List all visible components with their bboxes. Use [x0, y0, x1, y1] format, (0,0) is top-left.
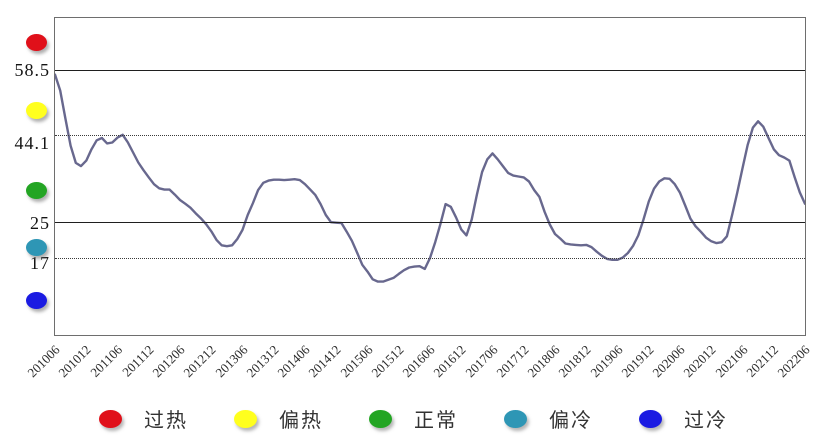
zone-dot-3	[26, 182, 47, 199]
x-tick-label: 201612	[430, 342, 469, 381]
x-tick-label: 201906	[586, 342, 626, 381]
legend-item: 偏冷	[504, 404, 593, 433]
x-tick-label: 201312	[243, 342, 282, 381]
legend-label: 正常	[414, 410, 458, 432]
legend-dot	[234, 409, 257, 428]
x-tick-label: 201606	[399, 342, 438, 381]
x-tick-label: 201006	[24, 342, 63, 381]
x-tick-label: 201706	[461, 342, 501, 381]
zone-dot-4	[26, 239, 47, 256]
gridline-17	[55, 258, 805, 259]
legend-item: 过冷	[639, 404, 728, 433]
x-tick-label: 201106	[87, 342, 126, 380]
x-tick-label: 201206	[149, 342, 188, 381]
gridline-25	[55, 221, 805, 223]
legend-dot	[639, 409, 662, 428]
gridline-58.5	[55, 70, 805, 72]
x-tick-label: 201412	[305, 342, 344, 381]
gridline-44.1	[55, 135, 805, 137]
legend-item: 偏热	[234, 404, 323, 433]
legend-label: 过冷	[684, 410, 728, 432]
plot-area	[54, 17, 806, 336]
legend-dot	[369, 409, 392, 428]
x-tick-label: 201212	[180, 342, 219, 381]
x-tick-label: 201112	[118, 342, 157, 380]
index-line-svg	[55, 73, 805, 283]
x-tick-label: 201512	[368, 342, 407, 381]
y-axis-label: 58.5	[14, 60, 50, 81]
legend-label: 偏冷	[549, 410, 593, 432]
zone-dot-5	[26, 292, 47, 309]
x-tick-label: 201912	[618, 342, 657, 381]
x-tick-label: 202112	[743, 342, 782, 380]
legend-label: 偏热	[279, 410, 323, 432]
x-tick-label: 202006	[649, 342, 688, 381]
x-tick-label: 201806	[524, 342, 563, 381]
x-tick-label: 201306	[211, 342, 251, 381]
legend-item: 过热	[99, 404, 188, 433]
legend: 过热 偏热 正常 偏冷 过冷	[0, 404, 827, 433]
y-axis-label: 17	[30, 253, 50, 273]
y-axis-label: 25	[30, 212, 50, 233]
zone-dot-1	[26, 34, 47, 51]
x-tick-label: 202012	[680, 342, 719, 381]
legend-label: 过热	[144, 410, 188, 432]
x-tick-label: 201506	[336, 342, 376, 381]
legend-dot	[504, 409, 527, 428]
zone-dot-2	[26, 102, 47, 119]
x-tick-label: 201406	[274, 342, 313, 381]
x-tick-label: 202206	[774, 342, 813, 381]
x-tick-label: 202106	[711, 342, 751, 381]
legend-item: 正常	[369, 404, 458, 433]
legend-dot	[99, 409, 122, 428]
index-line	[55, 73, 805, 283]
x-tick-label: 201812	[555, 342, 594, 381]
y-axis-label: 44.1	[14, 133, 50, 154]
x-tick-label: 201012	[55, 342, 94, 381]
x-tick-label: 201712	[493, 342, 532, 381]
